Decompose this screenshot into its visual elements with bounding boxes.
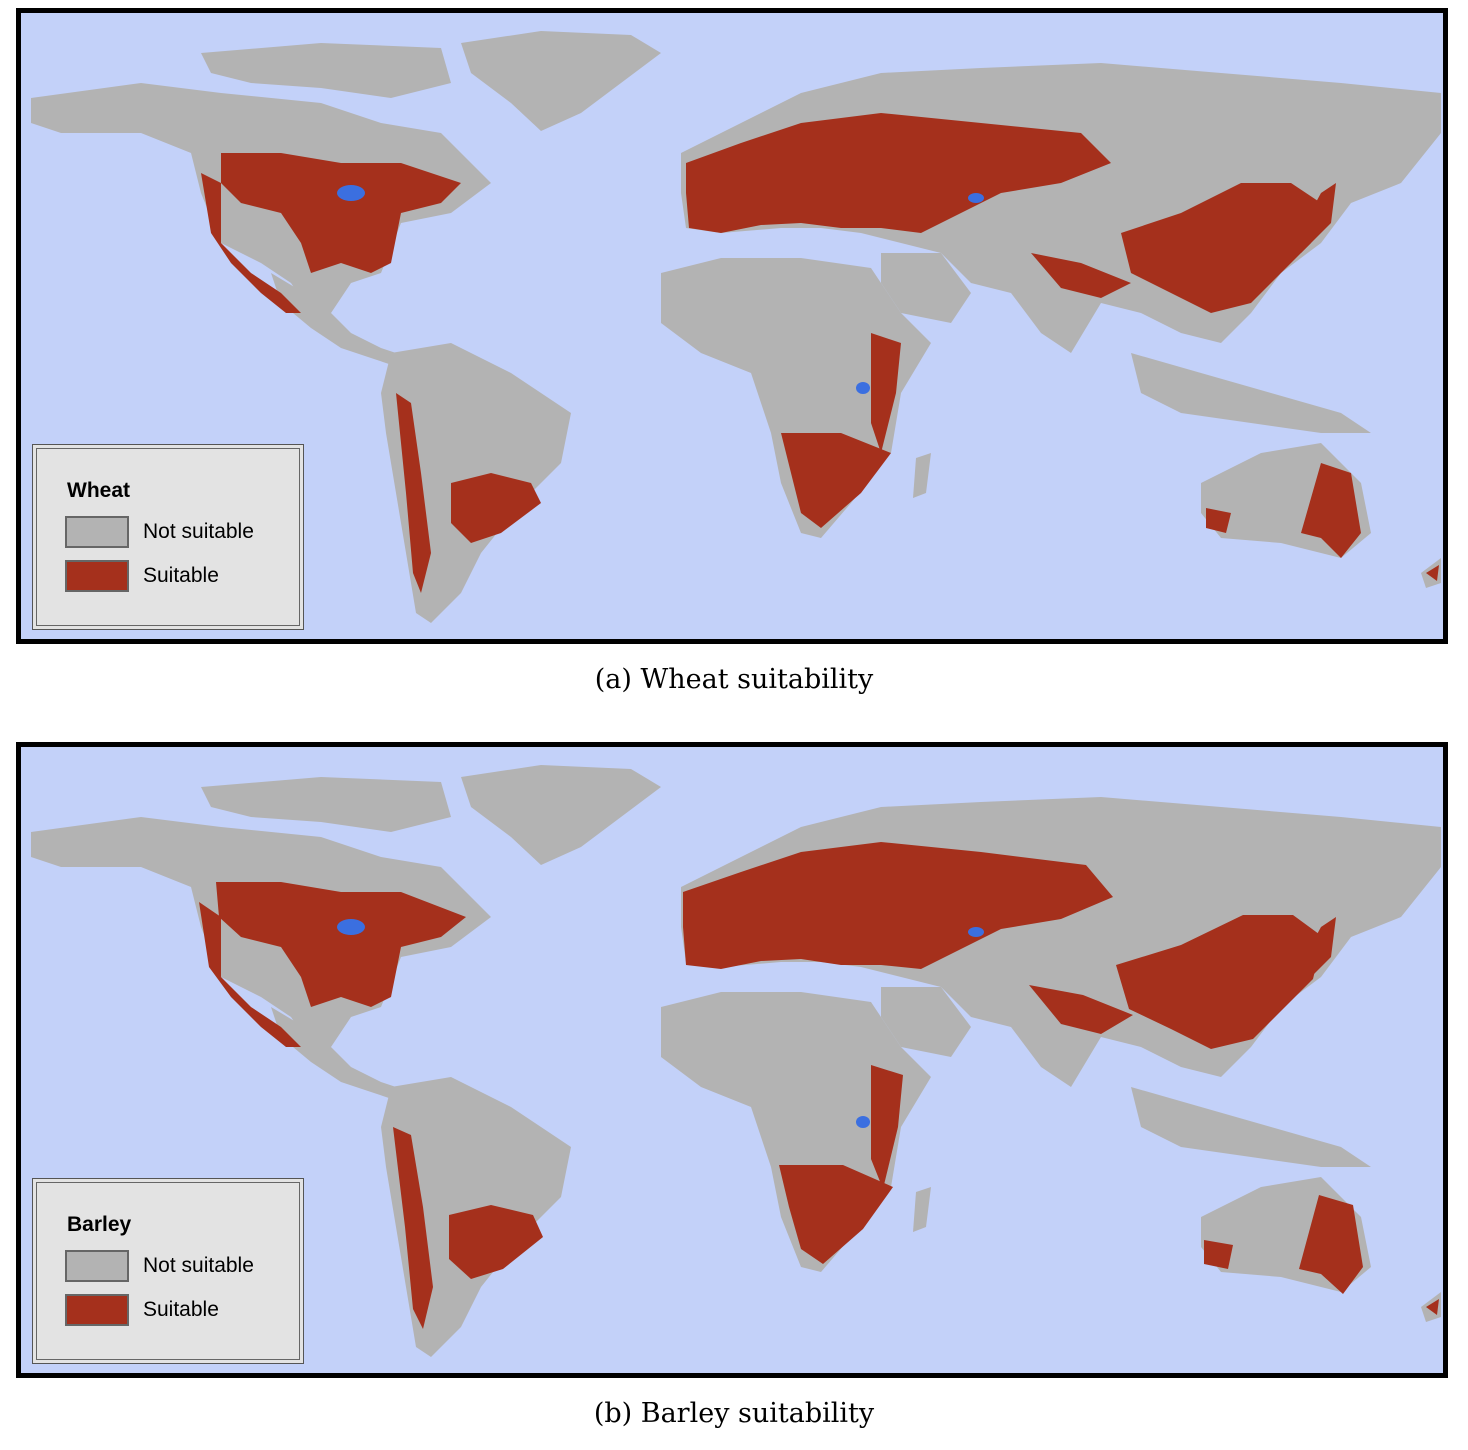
australia-suitable-west — [1206, 508, 1231, 533]
legend-item-not-suitable: Not suitable — [65, 515, 254, 549]
greenland — [461, 31, 661, 131]
legend-wheat: Wheat Not suitable Suitable — [32, 444, 304, 630]
madagascar — [913, 453, 931, 498]
europe-suitable — [683, 842, 1113, 969]
africa-suitable-south — [779, 1165, 893, 1264]
arabian-peninsula — [881, 987, 971, 1057]
great-lakes — [337, 919, 365, 935]
legend-item-suitable: Suitable — [65, 1293, 219, 1327]
swatch-suitable — [65, 560, 129, 592]
australia-suitable — [1299, 1195, 1363, 1294]
caption-wheat: (a) Wheat suitability — [594, 664, 874, 695]
africa-suitable-east — [871, 1065, 903, 1189]
wheat-map: Wheat Not suitable Suitable — [16, 8, 1448, 644]
great-lakes — [337, 185, 365, 201]
barley-map: Barley Not suitable Suitable — [16, 742, 1448, 1378]
arctic-islands — [201, 777, 451, 832]
sa-suitable-andes — [393, 1127, 433, 1329]
europe-suitable — [686, 113, 1111, 233]
india-suitable — [1029, 985, 1133, 1034]
legend-label: Not suitable — [143, 520, 254, 543]
greenland — [461, 765, 661, 865]
sa-suitable-andes — [396, 393, 431, 593]
southeast-asia — [1131, 353, 1371, 433]
lake-balkhash — [968, 927, 984, 937]
legend-barley: Barley Not suitable Suitable — [32, 1178, 304, 1364]
china-suitable — [1116, 915, 1323, 1049]
japan-suitable — [1291, 917, 1336, 987]
nz-suitable — [1426, 1299, 1439, 1315]
sa-suitable-pampas — [449, 1205, 543, 1279]
swatch-suitable — [65, 1294, 129, 1326]
lake-victoria — [856, 1116, 870, 1128]
world-map-wheat — [31, 31, 1441, 623]
world-map-barley — [31, 765, 1441, 1357]
legend-label: Not suitable — [143, 1254, 254, 1277]
legend-title: Barley — [67, 1213, 132, 1236]
china-suitable — [1121, 183, 1321, 313]
australia-suitable — [1301, 463, 1361, 558]
legend-label: Suitable — [143, 1298, 219, 1321]
swatch-not-suitable — [65, 516, 129, 548]
nz-suitable — [1426, 565, 1439, 581]
na-suitable-west — [199, 902, 301, 1047]
central-america — [271, 1007, 411, 1102]
lake-victoria — [856, 382, 870, 394]
legend-item-not-suitable: Not suitable — [65, 1249, 254, 1283]
southeast-asia — [1131, 1087, 1371, 1167]
na-suitable-west — [201, 173, 301, 313]
africa-suitable-east — [871, 333, 901, 453]
africa-suitable-south — [781, 433, 891, 528]
madagascar — [913, 1187, 931, 1232]
na-suitable-east — [221, 153, 461, 273]
legend-title: Wheat — [67, 479, 130, 502]
sa-suitable-pampas — [451, 473, 541, 543]
arabian-peninsula — [881, 253, 971, 323]
india-suitable — [1031, 253, 1131, 298]
arctic-islands — [201, 43, 451, 98]
lake-balkhash — [968, 193, 984, 203]
legend-label: Suitable — [143, 564, 219, 587]
caption-barley: (b) Barley suitability — [593, 1398, 875, 1429]
japan-suitable — [1291, 183, 1336, 253]
swatch-not-suitable — [65, 1250, 129, 1282]
central-america — [271, 273, 411, 368]
na-suitable-east — [216, 882, 466, 1007]
australia-suitable-west — [1204, 1240, 1233, 1269]
legend-item-suitable: Suitable — [65, 559, 219, 593]
